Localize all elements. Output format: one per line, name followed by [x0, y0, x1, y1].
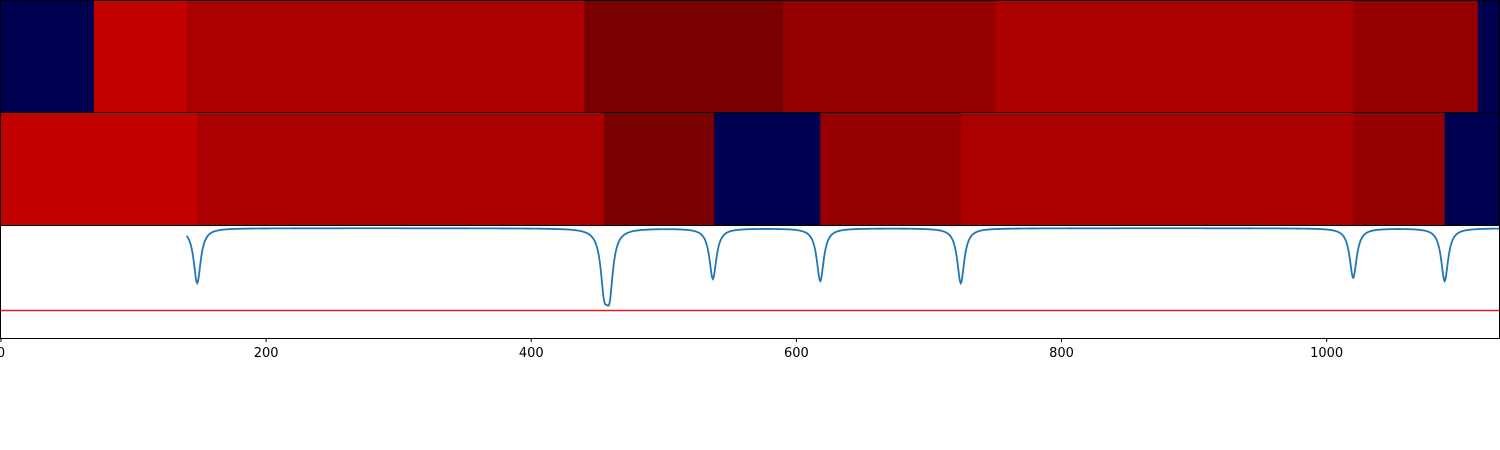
heatmap-cell [783, 1, 996, 112]
x-tick-label: 0 [0, 346, 5, 361]
heatmap-cell [1, 1, 95, 112]
heatmap-cell [1353, 113, 1446, 225]
heatmap-cell [714, 113, 821, 225]
heatmap-cell [995, 1, 1354, 112]
heatmap-cell [197, 113, 605, 225]
heatmap-cell [584, 1, 784, 112]
panel-frame [0, 225, 1500, 339]
line-panel [1, 227, 1500, 312]
x-tick-label: 1000 [1310, 346, 1343, 361]
heatmap-middle [1, 113, 1500, 225]
heatmap-cell [604, 113, 715, 225]
heatmap-cell [1444, 113, 1500, 225]
x-tick-label: 400 [519, 346, 544, 361]
x-tick-label: 600 [784, 346, 809, 361]
heatmap-cell [1, 113, 198, 225]
heatmap-cell [1477, 1, 1500, 112]
x-tick-label: 200 [254, 346, 279, 361]
heatmap-cell [960, 113, 1354, 225]
series-line [185, 227, 1500, 307]
heatmap-cell [1353, 1, 1479, 112]
heatmap-cell [186, 1, 585, 112]
heatmap-cell [93, 1, 188, 112]
heatmap-cell [820, 113, 962, 225]
heatmap-top [1, 1, 1500, 112]
x-axis: 0 200 400 600 800 1000 [0, 338, 1343, 361]
x-tick-label: 800 [1049, 346, 1074, 361]
